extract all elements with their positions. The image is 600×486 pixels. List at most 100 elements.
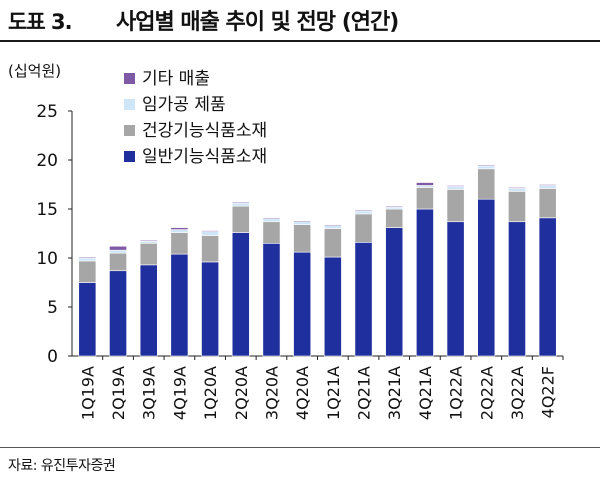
bar-segment-1 xyxy=(385,227,404,357)
bar-segment-4 xyxy=(354,209,373,212)
bar-segment-1 xyxy=(354,242,373,357)
x-tick-label: 3Q19A xyxy=(140,366,159,420)
title-rule xyxy=(0,40,600,42)
bar-segment-2 xyxy=(385,208,404,228)
bar-segment-2 xyxy=(477,168,496,200)
legend-label: 일반기능식품소재 xyxy=(142,147,267,167)
bar-segment-3 xyxy=(477,165,496,170)
bar-segment-1 xyxy=(109,270,127,357)
bar-segment-2 xyxy=(354,213,373,243)
bar-segment-4 xyxy=(323,224,342,226)
x-tick-label: 1Q20A xyxy=(201,366,220,420)
axis-layer: 0 5 10 15 20 25 1Q19A 2Q19A 3Q19A 4Q19A 1Q20A 2Q20A… xyxy=(36,102,564,420)
bar-segment-1 xyxy=(293,251,312,357)
y-tick-label: 15 xyxy=(36,200,58,220)
bar-segment-4 xyxy=(231,201,250,204)
legend-swatch xyxy=(124,125,135,136)
x-tick-label: 4Q20A xyxy=(293,366,312,420)
bar-segment-1 xyxy=(416,208,434,357)
bar-segment-4 xyxy=(538,184,557,186)
legend-label: 건강기능식품소재 xyxy=(142,121,267,141)
x-tick-label: 2Q22A xyxy=(477,366,496,420)
bar-segment-3 xyxy=(323,225,342,229)
x-tick-label: 1Q19A xyxy=(78,366,97,420)
bar-segment-2 xyxy=(201,235,219,263)
bar-segment-4 xyxy=(385,205,404,208)
bar-segment-3 xyxy=(170,229,189,233)
x-tick-label: 4Q22F xyxy=(539,366,558,418)
bar-segment-1 xyxy=(446,221,465,357)
bar-segment-1 xyxy=(139,264,158,357)
bar-segment-4 xyxy=(170,227,189,230)
bar-segment-3 xyxy=(78,257,97,262)
bar-segment-1 xyxy=(78,282,97,357)
bar-segment-3 xyxy=(109,249,127,254)
legend-label: 기타 매출 xyxy=(142,69,210,89)
bar-segment-2 xyxy=(323,228,342,258)
bar-segment-3 xyxy=(538,185,557,189)
bar-segment-4 xyxy=(446,185,465,187)
x-tick-label: 1Q21A xyxy=(324,366,343,420)
x-tick-label: 3Q20A xyxy=(262,366,281,420)
bar-segment-2 xyxy=(78,260,97,283)
bar-segment-4 xyxy=(139,240,158,242)
bar-segment-3 xyxy=(262,218,281,223)
y-tick-label: 25 xyxy=(36,102,58,122)
bar-segment-2 xyxy=(446,189,465,223)
bar-segment-2 xyxy=(508,191,526,223)
y-tick-label: 20 xyxy=(36,151,58,171)
figure-title: 사업별 매출 추이 및 전망 (연간) xyxy=(116,10,399,35)
bar-segment-1 xyxy=(262,243,281,357)
bar-segment-2 xyxy=(262,221,281,244)
legend-swatch xyxy=(124,99,135,110)
bar-segment-2 xyxy=(538,188,557,219)
bar-segment-4 xyxy=(416,182,434,186)
legend-label: 임가공 제품 xyxy=(142,95,226,115)
bar-segment-3 xyxy=(354,210,373,215)
bar-segment-3 xyxy=(231,202,250,207)
bar-segment-4 xyxy=(293,220,312,223)
legend-swatch xyxy=(124,151,135,162)
bar-segment-3 xyxy=(201,231,219,236)
bar-segment-1 xyxy=(201,261,219,357)
bar-segment-4 xyxy=(262,217,281,220)
figure-label: 도표 3. xyxy=(8,10,73,34)
bar-segment-3 xyxy=(508,188,526,192)
bars-layer xyxy=(78,164,557,357)
bar-segment-1 xyxy=(477,198,496,357)
x-tick-label: 2Q21A xyxy=(355,366,374,420)
bar-segment-4 xyxy=(508,187,526,189)
bar-segment-4 xyxy=(201,230,219,232)
x-tick-label: 4Q21A xyxy=(416,366,435,420)
bar-segment-1 xyxy=(231,232,250,357)
bar-segment-1 xyxy=(538,217,557,357)
bar-segment-4 xyxy=(477,164,496,167)
bar-segment-3 xyxy=(446,186,465,190)
bar-segment-3 xyxy=(293,221,312,225)
bar-segment-1 xyxy=(508,221,526,357)
bar-segment-1 xyxy=(170,253,189,357)
bar-segment-2 xyxy=(139,243,158,266)
bar-segment-2 xyxy=(109,252,127,272)
y-axis-unit-label: (십억원) xyxy=(8,62,62,80)
bar-segment-2 xyxy=(170,232,189,255)
x-tick-label: 2Q20A xyxy=(232,366,251,420)
y-tick-label: 5 xyxy=(47,298,58,318)
bottom-rule xyxy=(0,447,600,448)
bar-segment-4 xyxy=(109,245,127,251)
bar-segment-4 xyxy=(78,256,97,259)
x-tick-label: 3Q21A xyxy=(385,366,404,420)
bar-segment-2 xyxy=(231,205,250,233)
legend-swatch xyxy=(124,73,135,84)
x-tick-label: 1Q22A xyxy=(447,366,466,420)
x-tick-label: 3Q22A xyxy=(508,366,527,420)
x-tick-label: 2Q19A xyxy=(109,366,128,420)
source-note: 자료: 유진투자증권 xyxy=(8,458,116,474)
bar-segment-1 xyxy=(323,256,342,357)
x-tick-label: 4Q19A xyxy=(170,366,189,420)
bar-segment-2 xyxy=(416,187,434,210)
bar-segment-2 xyxy=(293,224,312,253)
y-tick-label: 10 xyxy=(36,249,58,269)
